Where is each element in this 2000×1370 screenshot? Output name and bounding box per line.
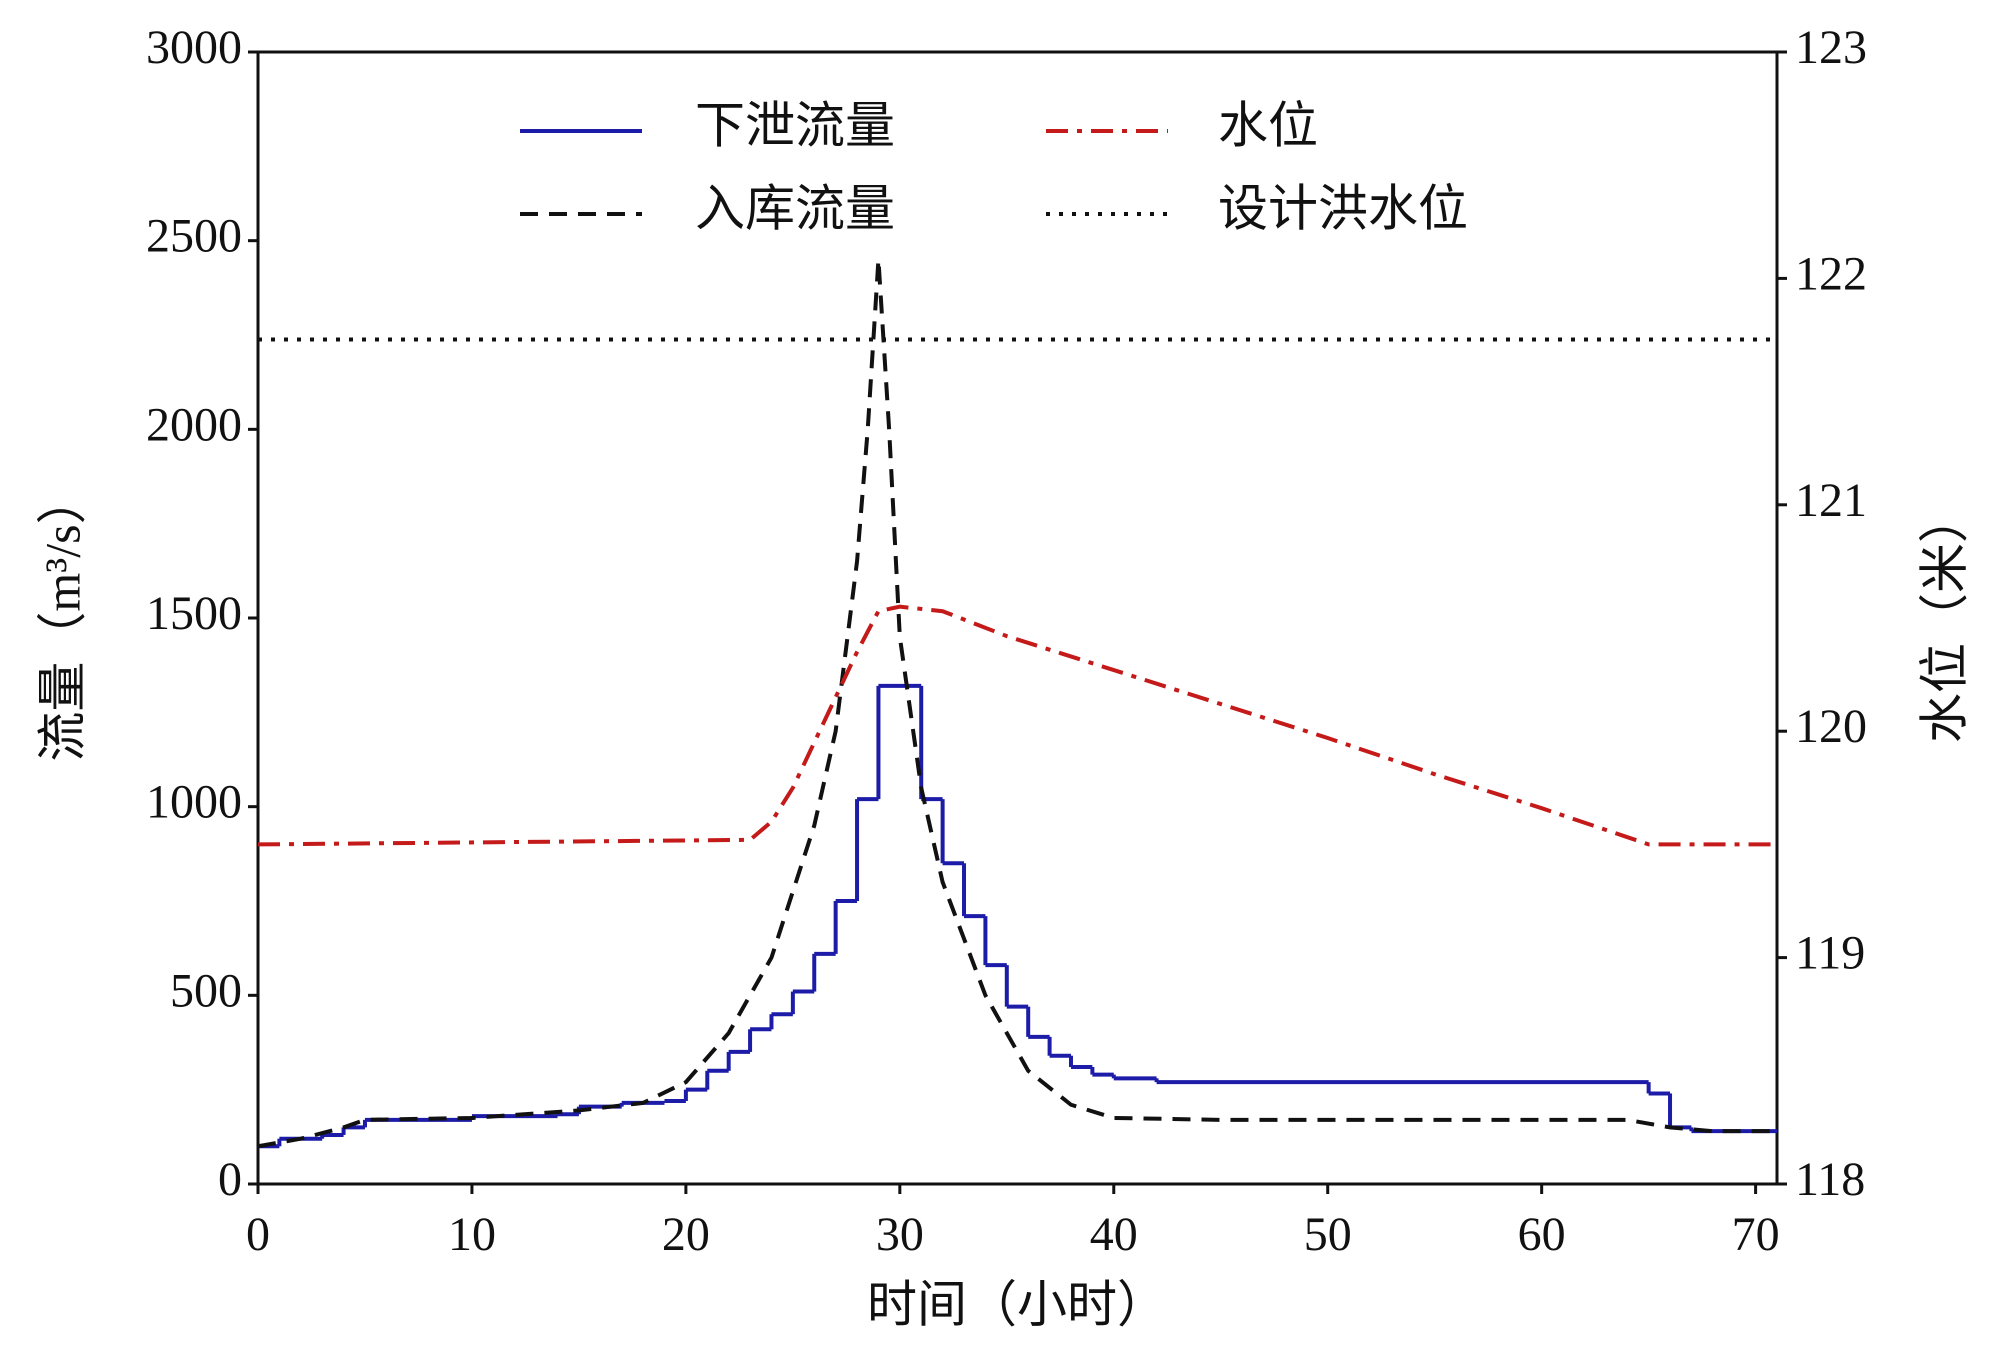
y2-tick-label: 123 [1795, 21, 1867, 74]
y-tick-label: 500 [170, 964, 242, 1017]
y-tick-label: 1000 [146, 776, 242, 829]
x-tick-label: 10 [448, 1208, 496, 1261]
x-tick-label: 40 [1090, 1208, 1138, 1261]
legend-label: 水位 [1218, 97, 1318, 153]
y2-tick-label: 118 [1795, 1153, 1865, 1206]
x-tick-label: 30 [876, 1208, 924, 1261]
x-tick-label: 70 [1732, 1208, 1780, 1261]
legend-label: 下泄流量 [695, 97, 895, 153]
y-tick-label: 0 [218, 1153, 242, 1206]
y2-tick-label: 120 [1795, 700, 1867, 753]
y2-tick-label: 121 [1795, 474, 1867, 527]
x-tick-label: 50 [1304, 1208, 1352, 1261]
series-line [257, 604, 1777, 847]
y2-tick-label: 119 [1795, 927, 1865, 980]
y-tick-label: 2500 [146, 210, 242, 263]
legend-label: 设计洪水位 [1218, 180, 1468, 236]
series-line [257, 259, 1777, 1149]
x-tick-label: 0 [246, 1208, 270, 1261]
y-tick-label: 2000 [146, 398, 242, 451]
y2-tick-label: 122 [1795, 247, 1867, 300]
y-tick-label: 3000 [146, 21, 242, 74]
plot-frame [256, 50, 1779, 1186]
y-axis-label: 流量（m³/s） [34, 474, 90, 761]
y2-axis-label: 水位（米） [1916, 493, 1972, 743]
x-tick-label: 20 [662, 1208, 710, 1261]
x-tick-label: 60 [1518, 1208, 1566, 1261]
x-axis-label: 时间（小时） [867, 1276, 1167, 1332]
y-tick-label: 1500 [146, 587, 242, 640]
legend-label: 入库流量 [695, 180, 895, 236]
